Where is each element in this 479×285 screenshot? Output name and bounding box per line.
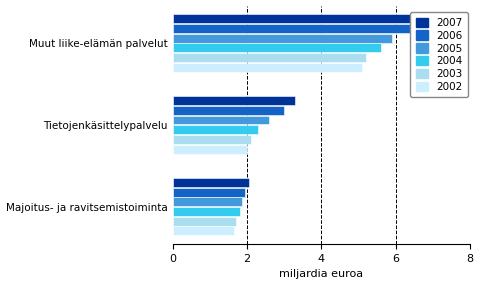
Bar <box>173 14 451 23</box>
Bar <box>173 197 241 206</box>
Bar <box>173 207 240 216</box>
Bar <box>173 188 245 197</box>
Bar <box>173 125 258 134</box>
Bar <box>173 135 251 144</box>
Bar <box>173 34 392 43</box>
Bar <box>173 226 234 235</box>
X-axis label: miljardia euroa: miljardia euroa <box>279 269 364 280</box>
Bar <box>173 217 236 226</box>
Bar <box>173 96 296 105</box>
Bar <box>173 53 366 62</box>
Bar <box>173 106 284 115</box>
Bar <box>173 115 269 125</box>
Bar <box>173 145 247 154</box>
Bar <box>173 178 249 187</box>
Bar <box>173 63 362 72</box>
Bar <box>173 44 381 52</box>
Legend: 2007, 2006, 2005, 2004, 2003, 2002: 2007, 2006, 2005, 2004, 2003, 2002 <box>411 13 468 97</box>
Bar <box>173 24 418 33</box>
